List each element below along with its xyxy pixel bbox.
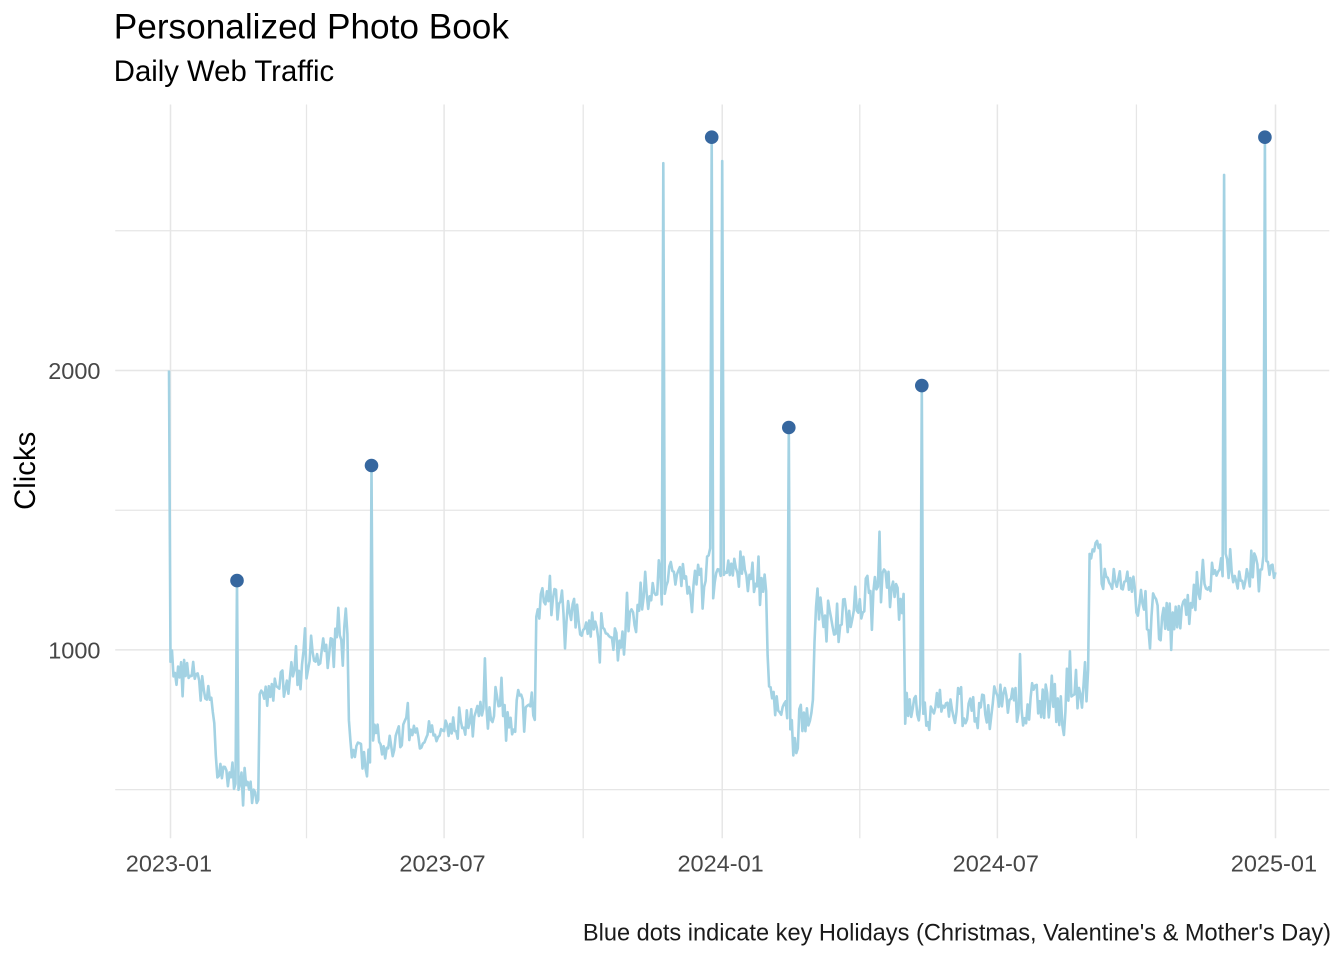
svg-text:2025-01: 2025-01	[1231, 850, 1317, 876]
svg-text:2023-07: 2023-07	[399, 850, 485, 876]
svg-text:Personalized Photo Book: Personalized Photo Book	[114, 8, 510, 47]
svg-text:Blue dots indicate key Holiday: Blue dots indicate key Holidays (Christm…	[583, 921, 1331, 947]
svg-text:2024-07: 2024-07	[953, 850, 1039, 876]
svg-text:1000: 1000	[48, 637, 100, 663]
svg-text:2000: 2000	[48, 358, 100, 384]
svg-text:2023-01: 2023-01	[126, 850, 212, 876]
svg-text:Clicks: Clicks	[9, 432, 42, 510]
svg-text:Daily Web Traffic: Daily Web Traffic	[114, 55, 334, 88]
svg-text:2024-01: 2024-01	[677, 850, 763, 876]
